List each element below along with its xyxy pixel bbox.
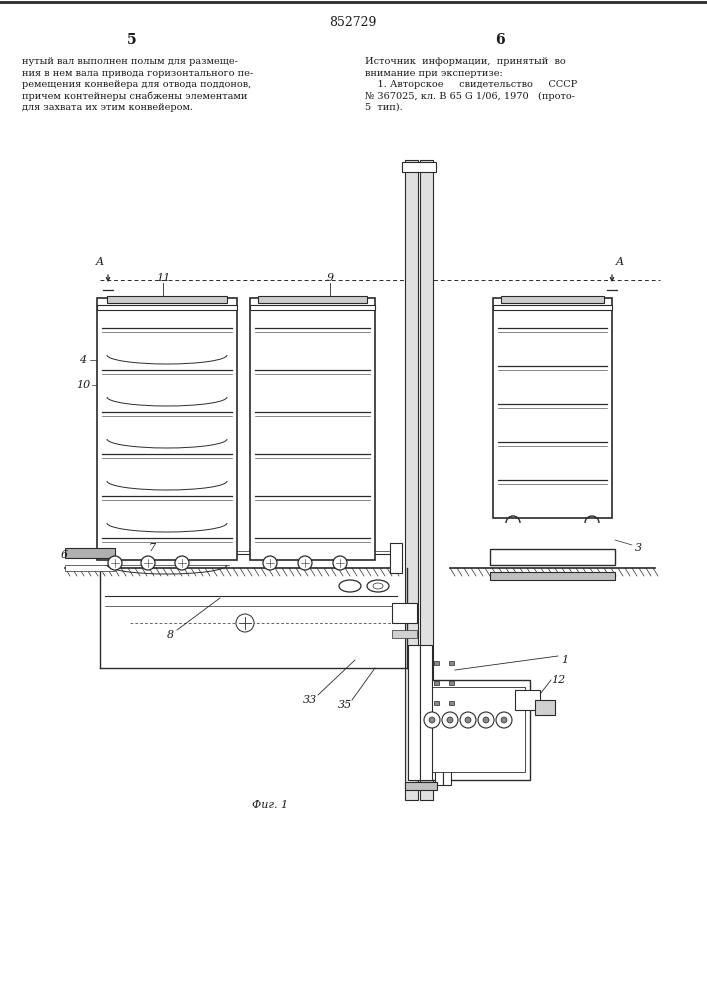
Circle shape — [424, 712, 440, 728]
Text: Фиг. 1: Фиг. 1 — [252, 800, 288, 810]
Bar — [420, 687, 525, 772]
Bar — [535, 700, 555, 715]
Circle shape — [429, 717, 435, 723]
Text: ния в нем вала привода горизонтального пе-: ния в нем вала привода горизонтального п… — [22, 68, 253, 78]
Circle shape — [465, 717, 471, 723]
Circle shape — [333, 556, 347, 570]
Text: 5: 5 — [127, 33, 137, 47]
Circle shape — [442, 712, 458, 728]
Bar — [493, 305, 612, 310]
Text: 2: 2 — [441, 743, 448, 753]
Text: A: A — [96, 257, 104, 267]
Bar — [107, 296, 227, 303]
Text: внимание при экспертизе:: внимание при экспертизе: — [365, 68, 503, 78]
Bar — [408, 645, 420, 780]
Text: 852729: 852729 — [329, 15, 377, 28]
Bar — [390, 543, 402, 573]
Text: нутый вал выполнен полым для размеще-: нутый вал выполнен полым для размеще- — [22, 57, 238, 66]
Ellipse shape — [367, 580, 389, 592]
Circle shape — [108, 556, 122, 570]
Bar — [402, 162, 436, 172]
Text: 35: 35 — [338, 700, 352, 710]
Text: 4: 4 — [79, 355, 86, 365]
Bar — [258, 296, 367, 303]
Bar — [415, 680, 530, 780]
Text: A: A — [616, 257, 624, 267]
Circle shape — [460, 712, 476, 728]
Bar — [65, 548, 115, 558]
Text: 3: 3 — [634, 543, 641, 553]
Text: ремещения конвейера для отвода поддонов,: ремещения конвейера для отвода поддонов, — [22, 80, 251, 89]
Circle shape — [496, 712, 512, 728]
Ellipse shape — [339, 580, 361, 592]
Circle shape — [141, 556, 155, 570]
Bar — [443, 695, 451, 785]
Bar — [490, 549, 615, 565]
Text: для захвата их этим конвейером.: для захвата их этим конвейером. — [22, 103, 193, 112]
Bar — [449, 681, 454, 685]
Bar — [392, 630, 417, 638]
Bar — [405, 782, 437, 790]
Text: Источник  информации,  принятый  во: Источник информации, принятый во — [365, 57, 566, 66]
Bar — [250, 298, 375, 560]
Text: 11: 11 — [156, 273, 170, 283]
Bar — [420, 160, 433, 800]
Circle shape — [501, 717, 507, 723]
Text: 10: 10 — [76, 380, 90, 390]
Ellipse shape — [373, 583, 383, 589]
Bar — [435, 695, 443, 785]
Circle shape — [483, 717, 489, 723]
Circle shape — [175, 556, 189, 570]
Bar — [449, 661, 454, 665]
Bar — [449, 701, 454, 705]
Bar — [420, 645, 432, 780]
Text: причем контейнеры снабжены элементами: причем контейнеры снабжены элементами — [22, 92, 247, 101]
Bar — [490, 572, 615, 580]
Bar — [515, 690, 540, 710]
Bar — [501, 296, 604, 303]
Circle shape — [236, 614, 254, 632]
Text: 1: 1 — [561, 655, 568, 665]
Bar — [434, 681, 439, 685]
Text: 12: 12 — [551, 675, 565, 685]
Bar — [65, 565, 115, 571]
Bar — [97, 305, 237, 310]
Circle shape — [298, 556, 312, 570]
Bar — [250, 305, 375, 310]
Text: 33: 33 — [303, 695, 317, 705]
Circle shape — [263, 556, 277, 570]
Text: 9: 9 — [327, 273, 334, 283]
Text: 7: 7 — [148, 543, 156, 553]
Text: № 367025, кл. В 65 G 1/06, 1970   (прото-: № 367025, кл. В 65 G 1/06, 1970 (прото- — [365, 92, 575, 101]
Circle shape — [447, 717, 453, 723]
Bar — [493, 298, 612, 518]
Bar — [434, 661, 439, 665]
Bar — [434, 701, 439, 705]
Bar — [97, 298, 237, 560]
Text: 1. Авторское     свидетельство     СССР: 1. Авторское свидетельство СССР — [365, 80, 577, 89]
Text: 6: 6 — [495, 33, 505, 47]
Bar — [392, 603, 417, 623]
Text: 6: 6 — [60, 550, 68, 560]
Text: 5  тип).: 5 тип). — [365, 103, 403, 112]
Text: 8: 8 — [166, 630, 173, 640]
Bar — [405, 160, 418, 800]
Circle shape — [478, 712, 494, 728]
